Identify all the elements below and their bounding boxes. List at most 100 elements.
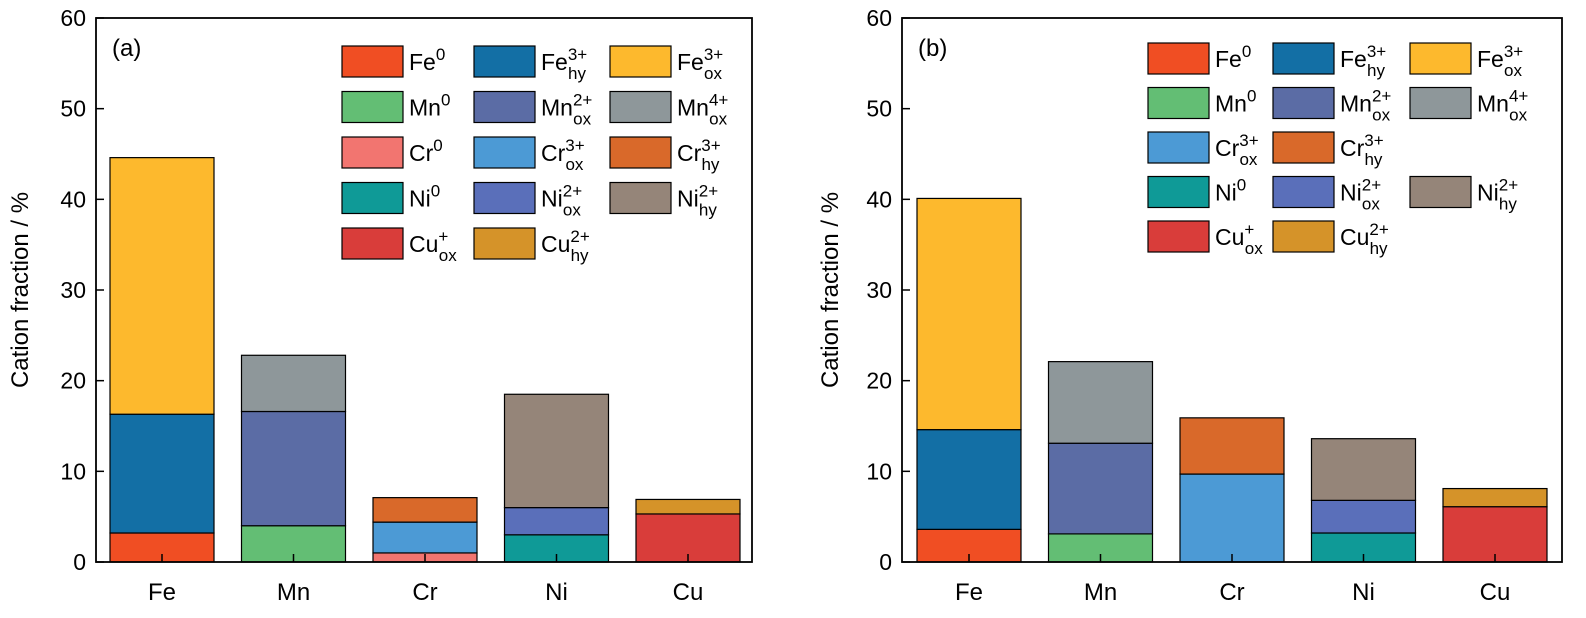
bar-segment (109, 413, 215, 534)
legend-entry-base: Cu (409, 231, 438, 257)
legend-entry-sub: hy (699, 201, 717, 220)
legend-entry: Ni0 (1215, 176, 1246, 206)
legend-entry-sub: ox (565, 155, 583, 174)
legend-entry-sup: + (438, 227, 448, 246)
legend-entry-base: Mn (1340, 91, 1372, 117)
legend-entry: Mn2+ ox (1340, 87, 1391, 125)
y-tick-label: 0 (73, 549, 86, 575)
legend-swatch (473, 227, 536, 260)
x-tick-label: Cu (673, 579, 704, 606)
legend-entry-base: Mn (409, 95, 441, 121)
legend-entry: Fe3+ hy (541, 45, 587, 83)
legend-entry: Cu2+ hy (541, 227, 590, 265)
legend-entry-base: Ni (1215, 180, 1237, 206)
y-axis-label: Cation fraction / % (817, 192, 844, 388)
legend-entry-sup: 3+ (1367, 42, 1386, 61)
legend-entry-sup: 4+ (1509, 87, 1528, 106)
legend-entry: Mn2+ ox (541, 91, 592, 129)
legend-entry-sub: ox (704, 64, 722, 83)
legend-swatch (1272, 42, 1335, 75)
legend-swatch (1147, 131, 1210, 164)
legend-swatch (609, 90, 672, 124)
x-tick-label: Ni (545, 579, 568, 606)
x-tick-label: Cu (1480, 579, 1511, 606)
bar-segment (1047, 361, 1154, 444)
bar-segment (1310, 499, 1417, 534)
legend-entry-base: Ni (677, 186, 699, 212)
legend-entry-base: Cr (541, 140, 566, 166)
legend-entry-base: Fe (1477, 46, 1504, 72)
legend-entry: Fe3+ ox (1477, 42, 1523, 80)
legend-entry-sup: 3+ (1239, 131, 1258, 150)
legend-entry-sub: ox (1372, 106, 1390, 125)
legend-entry-sub: ox (1509, 106, 1527, 125)
y-tick-label: 20 (60, 368, 86, 394)
legend-entry: Mn0 (1215, 87, 1256, 117)
legend-entry: Ni2+ hy (1477, 176, 1518, 214)
legend-entry-base: Mn (677, 95, 709, 121)
legend-entry-sup: 0 (1237, 176, 1246, 195)
legend-swatch (1272, 220, 1335, 253)
legend-entry: Fe3+ ox (677, 45, 723, 83)
legend-swatch (1272, 131, 1335, 164)
x-tick-label: Fe (955, 579, 983, 606)
legend-entry-sub: ox (1239, 150, 1257, 169)
legend-entry-sub: hy (701, 155, 719, 174)
legend-entry-sub: ox (439, 246, 457, 265)
legend-entry-sub: hy (1364, 150, 1382, 169)
legend-entry-base: Cu (1340, 224, 1369, 250)
x-tick-label: Cr (412, 579, 437, 606)
x-tick-label: Ni (1352, 579, 1375, 606)
legend-entry-base: Cr (677, 140, 702, 166)
legend-entry-base: Cr (409, 140, 434, 166)
legend-entry-base: Fe (1215, 46, 1242, 72)
legend-swatch (1147, 42, 1210, 75)
panel-b-chart: 0 10 20 30 40 50 60 Cation fraction / % Fe Mn Cr Ni… (817, 5, 1563, 606)
legend-swatch (1147, 175, 1210, 209)
bar-segment (372, 521, 478, 554)
legend-entry-sup: 0 (1247, 87, 1256, 106)
legend-swatch (1272, 86, 1335, 120)
legend-swatch (341, 90, 404, 124)
y-tick-label: 10 (866, 458, 892, 484)
panel-a-chart: 0 10 20 30 40 50 60 Cation fraction / % Fe Mn Cr Ni… (7, 5, 753, 606)
legend-entry-sup: 4+ (709, 91, 728, 110)
y-tick-label: 50 (60, 96, 86, 122)
bar-segment (109, 157, 215, 415)
panel-label: (a) (112, 35, 141, 62)
legend-entry: Cr3+ hy (677, 136, 721, 174)
legend-swatch (609, 136, 672, 169)
legend-swatch (341, 136, 404, 169)
legend-swatch (1147, 220, 1210, 253)
legend-entry-sup: 0 (1242, 42, 1251, 61)
bar-segment (635, 498, 741, 515)
legend-entry-sup: 3+ (1504, 42, 1523, 61)
legend-entry-sup: 2+ (1499, 176, 1518, 195)
legend-swatch (473, 90, 536, 124)
legend-entry-base: Ni (409, 186, 431, 212)
legend-entry-base: Fe (1340, 46, 1367, 72)
legend-entry: Mn4+ ox (1477, 87, 1528, 125)
bar-segment (1179, 473, 1285, 563)
legend-entry-base: Mn (541, 95, 573, 121)
bar-segment (1442, 487, 1548, 508)
legend-entry: Ni0 (409, 182, 440, 212)
x-tick-label: Cr (1219, 579, 1244, 606)
bar-segment (1310, 438, 1417, 501)
legend-entry: Cr3+ hy (1340, 131, 1384, 169)
legend-entry-sup: 2+ (570, 227, 589, 246)
bar-segment (1179, 417, 1285, 475)
legend-entry: Cr3+ ox (541, 136, 585, 174)
x-tick-label: Mn (277, 579, 310, 606)
legend-entry-sup: 2+ (1372, 87, 1391, 106)
bar-segment (635, 513, 741, 563)
legend-swatch (341, 45, 404, 78)
legend-entry: Cr3+ ox (1215, 131, 1259, 169)
y-tick-label: 30 (60, 277, 86, 303)
legend-entry: Fe0 (409, 45, 445, 75)
legend-entry-sub: ox (1245, 239, 1263, 258)
legend-entry-base: Ni (1340, 180, 1362, 206)
legend-entry-base: Cu (1215, 224, 1244, 250)
y-tick-label: 40 (60, 186, 86, 212)
